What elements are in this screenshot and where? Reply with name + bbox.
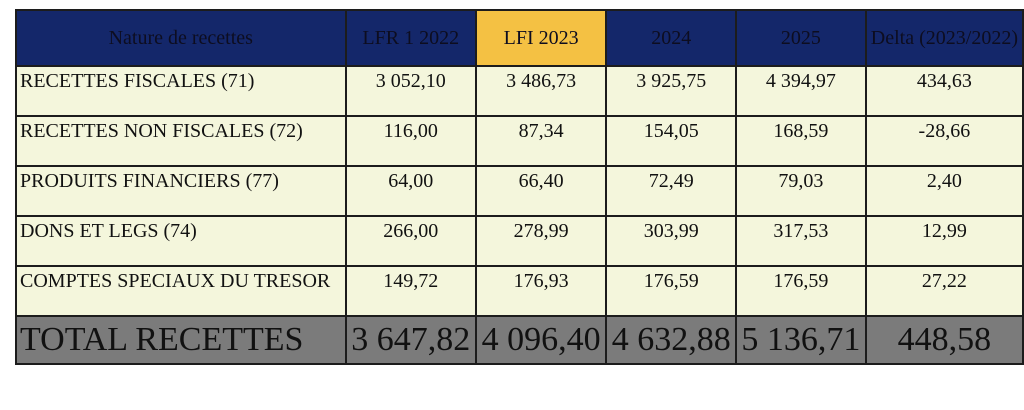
value-cell: 66,40: [474, 165, 608, 217]
revenue-table: Nature de recettes LFR 1 2022 LFI 2023 2024…: [15, 9, 1024, 365]
value-cell: 27,22: [864, 265, 1024, 317]
total-label: TOTAL RECETTES: [15, 315, 347, 365]
value-cell: 79,03: [735, 165, 867, 217]
value-cell: 116,00: [344, 115, 477, 167]
total-cell: 448,58: [864, 315, 1024, 365]
header-cell: Delta (2023/2022): [864, 9, 1024, 67]
total-cell: 4 096,40: [474, 315, 608, 365]
value-cell: 266,00: [344, 215, 477, 267]
value-cell: 317,53: [735, 215, 867, 267]
value-cell: 3 925,75: [605, 65, 738, 117]
data-row: COMPTES SPECIAUX DU TRESOR 149,72 176,93 17…: [15, 265, 1024, 317]
value-cell: 4 394,97: [735, 65, 867, 117]
value-cell: 434,63: [864, 65, 1024, 117]
row-label: PRODUITS FINANCIERS (77): [15, 165, 347, 217]
header-cell: 2024: [605, 9, 738, 67]
value-cell: 3 486,73: [474, 65, 608, 117]
row-label: DONS ET LEGS (74): [15, 215, 347, 267]
value-cell: 154,05: [605, 115, 738, 167]
value-cell: 12,99: [864, 215, 1024, 267]
total-row: TOTAL RECETTES 3 647,82 4 096,40 4 632,88 5 …: [15, 315, 1024, 365]
value-cell: 176,59: [735, 265, 867, 317]
total-cell: 4 632,88: [605, 315, 738, 365]
value-cell: 72,49: [605, 165, 738, 217]
header-cell: LFR 1 2022: [344, 9, 477, 67]
total-cell: 5 136,71: [735, 315, 867, 365]
value-cell: 278,99: [474, 215, 608, 267]
value-cell: 2,40: [864, 165, 1024, 217]
value-cell: 303,99: [605, 215, 738, 267]
row-label: RECETTES NON FISCALES (72): [15, 115, 347, 167]
value-cell: 3 052,10: [344, 65, 477, 117]
total-cell: 3 647,82: [344, 315, 477, 365]
data-row: DONS ET LEGS (74) 266,00 278,99 303,99 317,5…: [15, 215, 1024, 267]
data-row: RECETTES NON FISCALES (72) 116,00 87,34 154…: [15, 115, 1024, 167]
row-label: COMPTES SPECIAUX DU TRESOR: [15, 265, 347, 317]
row-label: RECETTES FISCALES (71): [15, 65, 347, 117]
data-row: PRODUITS FINANCIERS (77) 64,00 66,40 72,49 7…: [15, 165, 1024, 217]
header-cell: Nature de recettes: [15, 9, 347, 67]
header-cell: 2025: [735, 9, 867, 67]
value-cell: 64,00: [344, 165, 477, 217]
value-cell: 176,59: [605, 265, 738, 317]
header-row: Nature de recettes LFR 1 2022 LFI 2023 2024…: [15, 9, 1024, 67]
value-cell: 176,93: [474, 265, 608, 317]
value-cell: 87,34: [474, 115, 608, 167]
value-cell: 168,59: [735, 115, 867, 167]
value-cell: -28,66: [864, 115, 1024, 167]
data-row: RECETTES FISCALES (71) 3 052,10 3 486,73 3 …: [15, 65, 1024, 117]
value-cell: 149,72: [344, 265, 477, 317]
header-cell: LFI 2023: [474, 9, 608, 67]
